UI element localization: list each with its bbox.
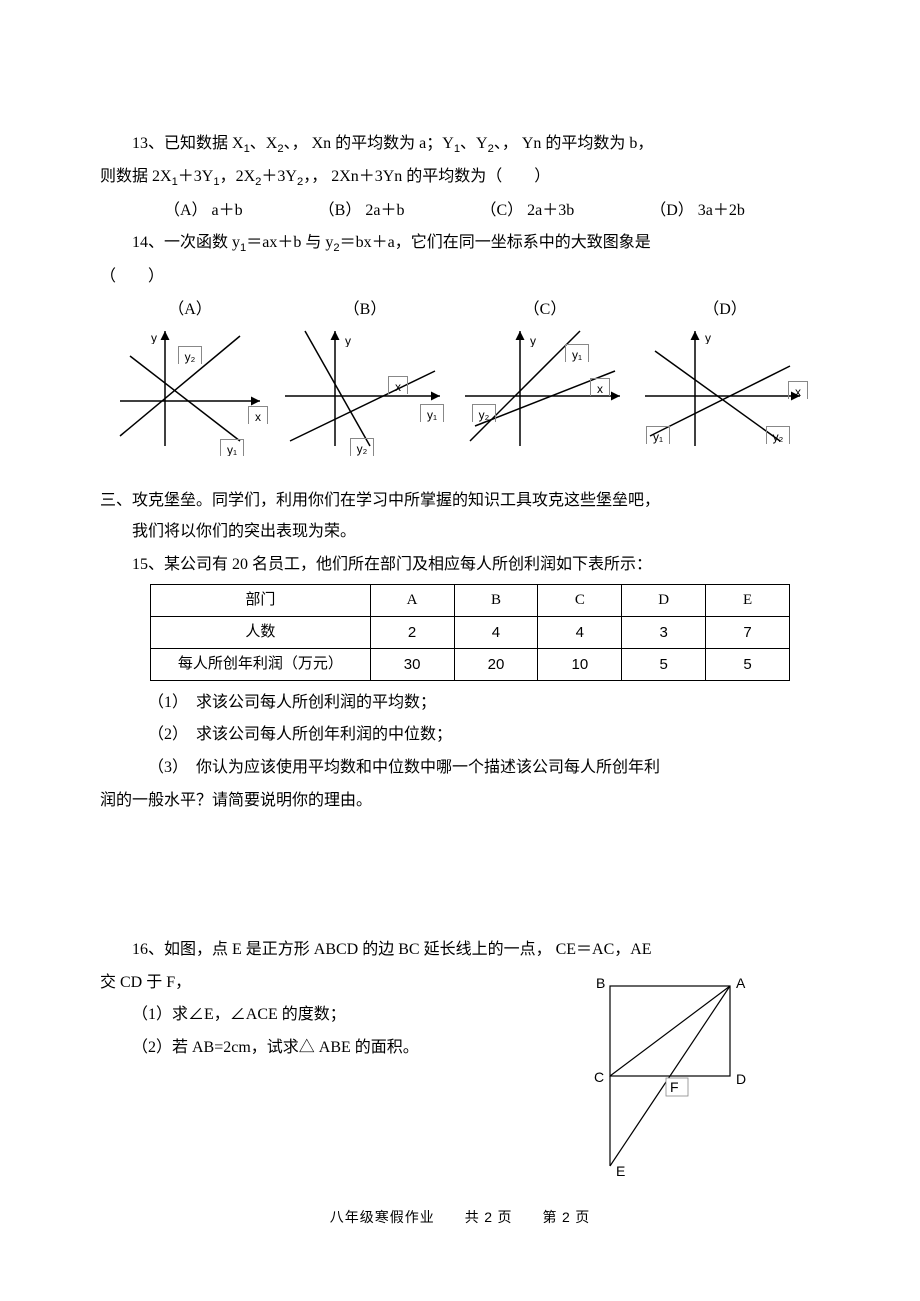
t: 、， Yn 的平均数为 b， (494, 135, 654, 152)
q13-line2: 则数据 2X1＋3Y1，2X2＋3Y2，， 2Xn＋3Yn 的平均数为（ ） (100, 163, 820, 192)
lbl-c: C (594, 1069, 604, 1085)
t: ＋3Y (178, 168, 214, 185)
opt-b: （B） 2a＋b (287, 197, 405, 226)
lbl-y: y (146, 328, 162, 344)
graph-label-a: （A） (168, 296, 212, 325)
lbl-y1: y₁ (220, 439, 244, 456)
graph-d: （D） y x y₁ y₂ (640, 296, 810, 468)
graph-b-svg: y x y₁ y₂ (280, 326, 450, 456)
td: 7 (706, 616, 790, 648)
q15-sub1: （1） 求该公司每人所创利润的平均数； (100, 689, 820, 718)
th: B (454, 584, 538, 616)
q16: 16、如图，点 E 是正方形 ABCD 的边 BC 延长线上的一点， CE＝AC… (100, 936, 820, 1063)
footer-a: 八年级寒假作业 共 (330, 1211, 485, 1226)
graph-label-d: （D） (703, 296, 747, 325)
lbl-y2: y₂ (350, 438, 374, 456)
t: 、， Xn 的平均数为 a；Y (284, 135, 454, 152)
lbl-e: E (616, 1163, 625, 1179)
q16-figure: F B A C D E (580, 966, 780, 1197)
graph-a-svg: y x y₂ y₁ (110, 326, 270, 456)
section3-line1: 三、攻克堡垒。同学们，利用你们在学习中所掌握的知识工具攻克这些堡垒吧， (100, 487, 820, 516)
lbl-y: y (525, 331, 541, 347)
th: A (370, 584, 454, 616)
td: 每人所创年利润（万元） (151, 648, 371, 680)
lbl-x: x (248, 406, 268, 424)
td: 20 (454, 648, 538, 680)
lbl-x: x (788, 381, 808, 399)
lbl-y1: y₁ (565, 344, 589, 362)
graph-b: （B） y x y₁ y₂ (280, 296, 450, 468)
t: 、Y (460, 135, 488, 152)
section3-line2: 我们将以你们的突出表现为荣。 (100, 518, 820, 547)
q14-line2: （ ） (100, 263, 820, 292)
graph-c-svg: y x y₁ y₂ (460, 326, 630, 456)
graph-label-b: （B） (344, 296, 387, 325)
th: D (622, 584, 706, 616)
lbl-d: D (736, 1071, 746, 1087)
td: 4 (538, 616, 622, 648)
q14-graphs: （A） y x y₂ y₁ （B） y x y₁ y₂ （C） (110, 296, 810, 468)
td: 10 (538, 648, 622, 680)
th: C (538, 584, 622, 616)
t: 、X (250, 135, 278, 152)
t: 14、一次函数 y (132, 234, 240, 251)
q16-line1: 16、如图，点 E 是正方形 ABCD 的边 BC 延长线上的一点， CE＝AC… (100, 936, 820, 965)
td: 5 (706, 648, 790, 680)
q15-sub2: （2） 求该公司每人所创年利润的中位数； (100, 721, 820, 750)
lbl-y: y (340, 331, 356, 347)
td: 人数 (151, 616, 371, 648)
graph-a: （A） y x y₂ y₁ (110, 296, 270, 468)
td: 4 (454, 616, 538, 648)
td: 2 (370, 616, 454, 648)
lbl-y1: y₁ (646, 426, 670, 444)
td: 30 (370, 648, 454, 680)
q14-line1: 14、一次函数 y1＝ax＋b 与 y2＝bx＋a，它们在同一坐标系中的大致图象… (100, 229, 820, 258)
t: ＋3Y (261, 168, 297, 185)
opt-d: （D） 3a＋2b (618, 197, 745, 226)
lbl-y2: y₂ (178, 346, 202, 364)
page-footer: 八年级寒假作业 共 2 页 第 2 页 (0, 1205, 920, 1231)
table-row: 人数 2 4 4 3 7 (151, 616, 790, 648)
table-row-header: 部门 A B C D E (151, 584, 790, 616)
footer-cur: 2 (562, 1209, 571, 1225)
q13-line1: 13、已知数据 X1、X2、， Xn 的平均数为 a；Y1、Y2、， Yn 的平… (100, 130, 820, 159)
q13-text: 13、已知数据 X (132, 135, 244, 152)
t: 则数据 2X (100, 168, 172, 185)
lbl-y: y (700, 328, 716, 344)
q15-sub3a: （3） 你认为应该使用平均数和中位数中哪一个描述该公司每人所创年利 (100, 754, 820, 783)
t: ＝ax＋b 与 y (246, 234, 333, 251)
lbl-b: B (596, 975, 605, 991)
opt-c: （C） 2a＋3b (448, 197, 574, 226)
lbl-x: x (388, 376, 408, 394)
lbl-f: F (670, 1079, 679, 1095)
opt-a: （A） a＋b (132, 197, 243, 226)
td: 5 (622, 648, 706, 680)
graph-c: （C） y x y₁ y₂ (460, 296, 630, 468)
footer-b: 页 第 (493, 1211, 562, 1226)
th: 部门 (151, 584, 371, 616)
graph-d-svg: y x y₁ y₂ (640, 326, 810, 456)
td: 3 (622, 616, 706, 648)
q15-sub3b: 润的一般水平？请简要说明你的理由。 (100, 787, 820, 816)
graph-label-c: （C） (524, 296, 567, 325)
lbl-a: A (736, 975, 746, 991)
t: ，2X (220, 168, 256, 185)
footer-total: 2 (484, 1209, 493, 1225)
lbl-x: x (590, 378, 610, 396)
lbl-y2: y₂ (766, 426, 790, 444)
t: ，， 2Xn＋3Yn 的平均数为（ ） (303, 168, 550, 185)
lbl-y1: y₁ (420, 404, 444, 422)
t: ＝bx＋a，它们在同一坐标系中的大致图象是 (340, 234, 651, 251)
th: E (706, 584, 790, 616)
table-row: 每人所创年利润（万元） 30 20 10 5 5 (151, 648, 790, 680)
lbl-y2: y₂ (472, 404, 496, 422)
footer-c: 页 (571, 1211, 591, 1226)
q15-intro: 15、某公司有 20 名员工，他们所在部门及相应每人所创利润如下表所示： (100, 551, 820, 580)
q15-table: 部门 A B C D E 人数 2 4 4 3 7 每人所创年利润（万元） 30… (150, 584, 790, 681)
q13-options: （A） a＋b （B） 2a＋b （C） 2a＋3b （D） 3a＋2b (100, 197, 820, 226)
